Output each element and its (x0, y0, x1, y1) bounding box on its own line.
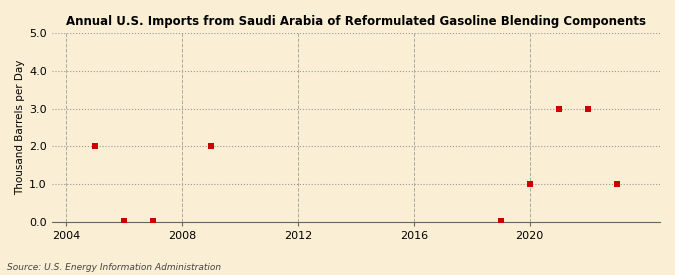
Point (583, 106, 593, 111)
Point (206, 144, 217, 148)
Point (148, 218, 159, 223)
Y-axis label: Thousand Barrels per Day: Thousand Barrels per Day (15, 60, 25, 195)
Point (524, 182, 535, 186)
Title: Annual U.S. Imports from Saudi Arabia of Reformulated Gasoline Blending Componen: Annual U.S. Imports from Saudi Arabia of… (66, 15, 646, 28)
Point (611, 182, 622, 186)
Point (495, 218, 506, 223)
Text: Source: U.S. Energy Information Administration: Source: U.S. Energy Information Administ… (7, 263, 221, 272)
Point (119, 218, 130, 223)
Point (90, 144, 101, 148)
Point (554, 106, 564, 111)
